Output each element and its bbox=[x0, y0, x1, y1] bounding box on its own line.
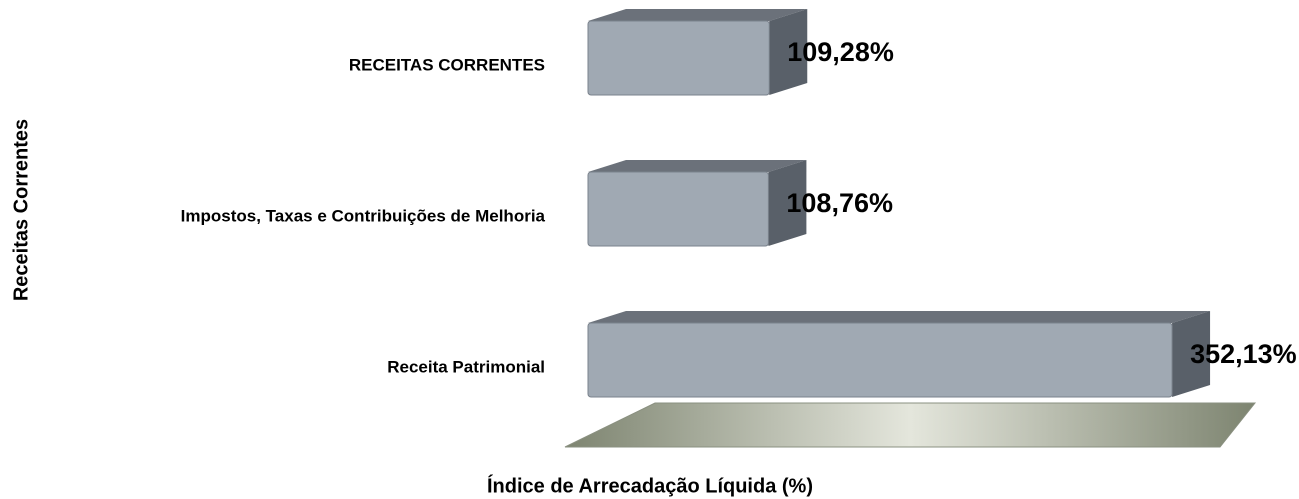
y-axis-label: Receitas Correntes bbox=[10, 119, 32, 301]
x-axis-label: Índice de Arrecadação Líquida (%) bbox=[487, 474, 813, 497]
bar bbox=[587, 322, 1173, 398]
bar-side bbox=[1172, 311, 1211, 397]
floor bbox=[564, 402, 1257, 448]
bar-top bbox=[588, 160, 807, 172]
bar bbox=[587, 20, 770, 96]
value-label: 108,76% bbox=[786, 188, 893, 218]
bar bbox=[587, 171, 769, 247]
category-label: RECEITAS CORRENTES bbox=[349, 55, 545, 74]
category-label: Receita Patrimonial bbox=[387, 357, 545, 376]
bar-side bbox=[769, 9, 808, 95]
bar-top bbox=[588, 311, 1211, 323]
value-label: 352,13% bbox=[1190, 339, 1297, 369]
bar-side bbox=[768, 160, 807, 246]
bar-top bbox=[588, 9, 808, 21]
category-label: Impostos, Taxas e Contribuições de Melho… bbox=[181, 206, 546, 225]
value-label: 109,28% bbox=[787, 37, 894, 67]
